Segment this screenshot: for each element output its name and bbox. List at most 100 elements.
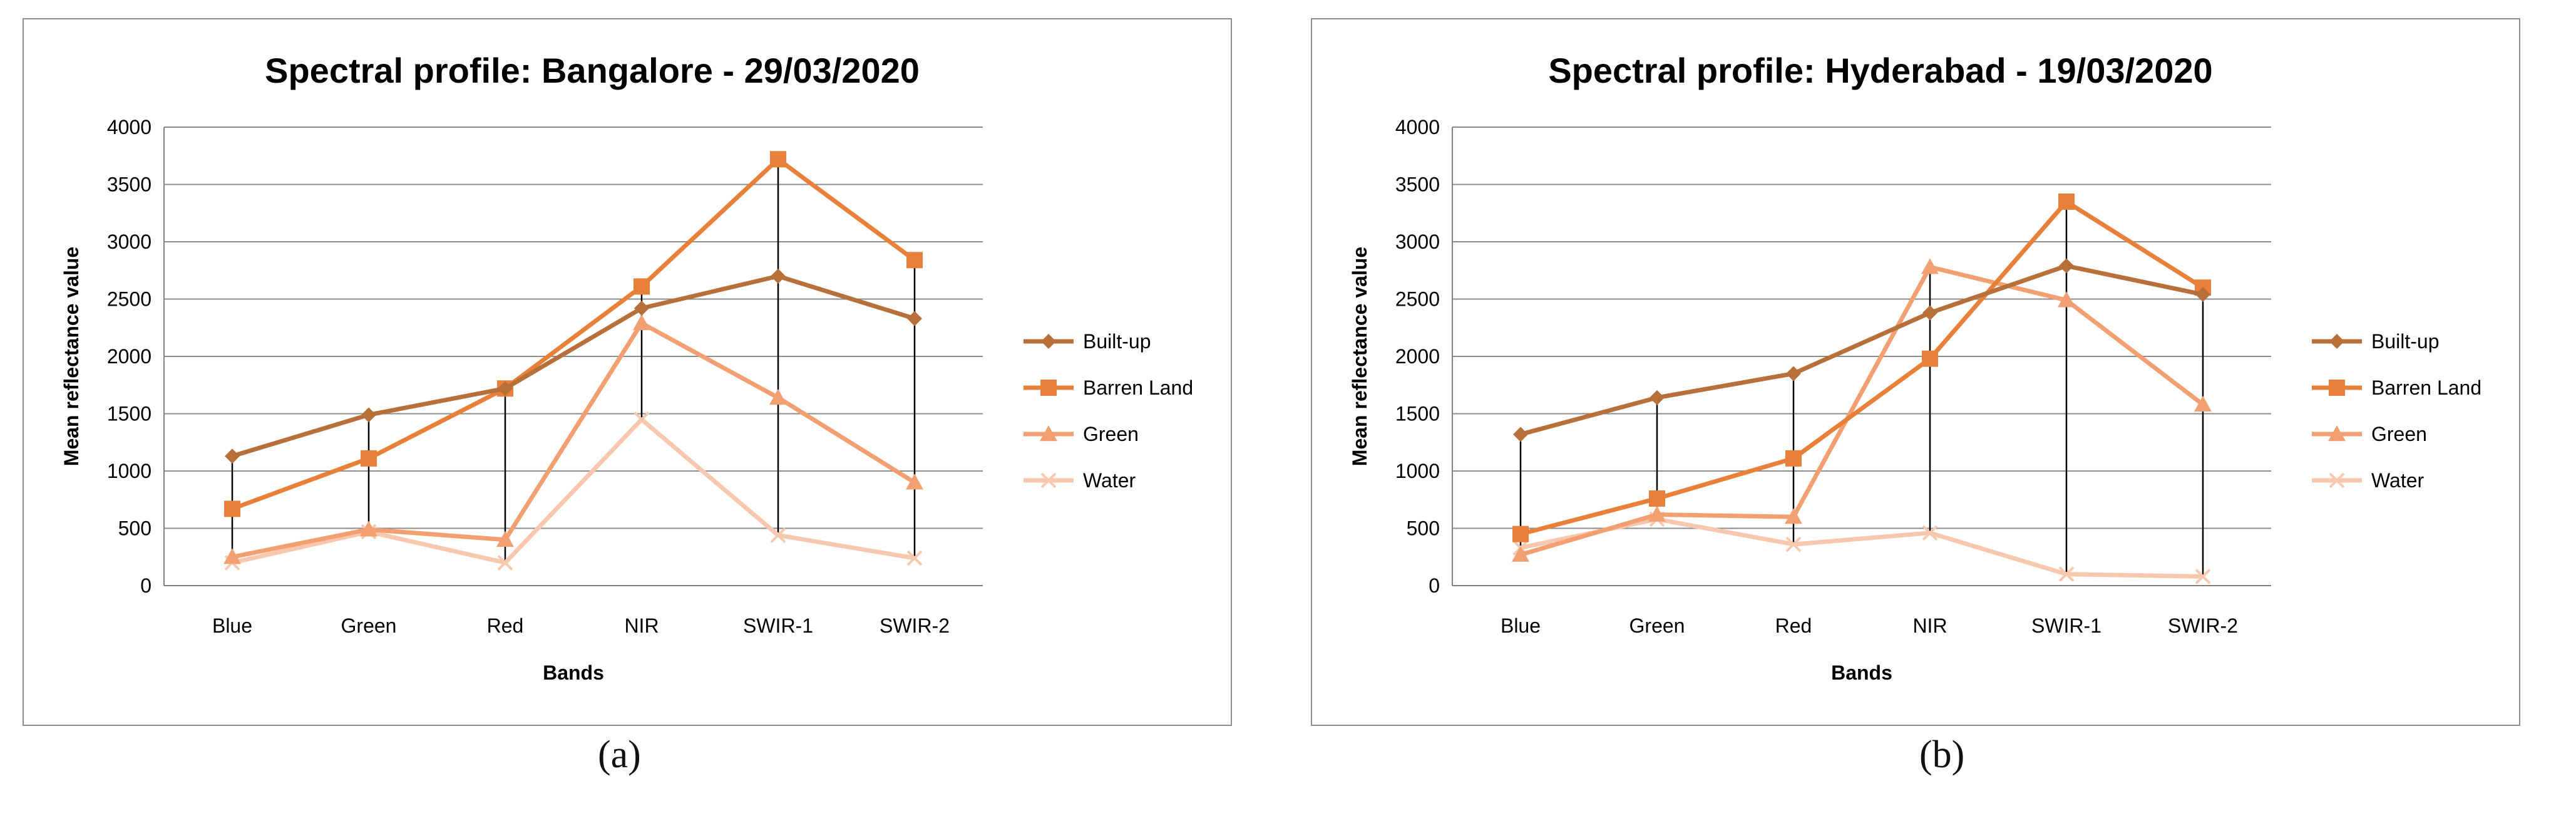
data-point: [633, 314, 650, 331]
legend-label: Barren Land: [2371, 376, 2481, 399]
data-point: [1648, 505, 1666, 522]
x-tick-label: Green: [341, 614, 397, 637]
x-tick-label: SWIR-2: [2168, 614, 2238, 637]
y-tick-label: 2000: [1395, 345, 1440, 368]
data-point: [224, 500, 240, 517]
legend: Built-up Barren Land Green Water: [2312, 330, 2481, 492]
x-tick-label: SWIR-2: [880, 614, 950, 637]
x-tick-label: NIR: [1912, 614, 1947, 637]
data-point: [770, 151, 786, 168]
y-tick-label: 1500: [107, 403, 151, 425]
y-tick-label: 0: [1429, 574, 1440, 597]
legend-marker: [1040, 380, 1057, 396]
data-point: [360, 520, 377, 537]
series-built-up: [225, 268, 922, 464]
x-tick-label: NIR: [624, 614, 659, 637]
data-point: [907, 311, 922, 326]
data-point: [1512, 526, 1529, 542]
data-point: [634, 301, 649, 316]
legend-label: Built-up: [1083, 330, 1151, 353]
legend-marker: [1040, 425, 1057, 442]
y-tick-label: 4000: [107, 116, 151, 138]
caption-b: (b): [1919, 733, 1965, 776]
data-point: [496, 531, 514, 547]
data-point: [634, 278, 650, 295]
y-tick-label: 2500: [107, 288, 151, 311]
y-axis-label: Mean reflectance value: [60, 247, 83, 466]
data-point: [2058, 193, 2075, 210]
legend-item: Built-up: [2312, 330, 2440, 353]
y-tick-label: 0: [140, 574, 151, 597]
series-line: [1520, 263, 2204, 437]
series-green: [223, 314, 923, 564]
series-line: [1520, 517, 2204, 579]
x-tick-label: Green: [1629, 614, 1685, 637]
series-line: [231, 274, 916, 458]
y-tick-label: 3000: [1395, 230, 1440, 253]
data-point: [1513, 427, 1528, 442]
series-built-up: [1513, 258, 2210, 442]
data-point: [770, 527, 786, 543]
data-point: [1922, 305, 1937, 321]
data-point: [498, 381, 513, 396]
data-point: [769, 388, 787, 405]
chart-panel-a: Spectral profile: Bangalore - 29/03/2020…: [23, 18, 1232, 776]
legend-marker: [2328, 425, 2346, 442]
series-line: [232, 417, 915, 565]
legend-item: Water: [1024, 469, 1136, 492]
y-tick-label: 500: [118, 517, 151, 540]
y-axis-label: Mean reflectance value: [1348, 247, 1371, 466]
chart-a: Spectral profile: Bangalore - 29/03/2020…: [23, 18, 1232, 726]
legend-marker: [1041, 334, 1056, 349]
series-barren-land: [1512, 193, 2211, 542]
legend-label: Green: [2371, 423, 2427, 445]
legend-marker: [2329, 472, 2345, 489]
x-tick-label: Blue: [212, 614, 252, 637]
legend-item: Built-up: [1024, 330, 1151, 353]
data-point: [2195, 287, 2210, 303]
legend-label: Built-up: [2371, 330, 2440, 353]
y-tick-label: 4000: [1395, 116, 1440, 138]
data-point: [1785, 450, 1802, 467]
data-point: [2058, 291, 2075, 308]
x-axis-label: Bands: [543, 661, 604, 684]
caption-a: (a): [598, 733, 641, 776]
x-axis-label: Bands: [1831, 661, 1892, 684]
data-point: [361, 407, 376, 423]
chart-b: Spectral profile: Hyderabad - 19/03/2020…: [1311, 18, 2520, 726]
data-point: [2195, 568, 2211, 584]
legend-item: Barren Land: [1024, 376, 1193, 399]
legend-label: Water: [2371, 469, 2425, 492]
y-tick-label: 1000: [1395, 460, 1440, 482]
data-point: [1922, 350, 1938, 367]
data-point: [906, 550, 923, 566]
data-point: [1512, 546, 1529, 562]
y-tick-label: 2500: [1395, 288, 1440, 311]
y-tick-label: 2000: [107, 345, 151, 368]
x-tick-label: SWIR-1: [743, 614, 813, 637]
data-point: [1921, 258, 1939, 274]
series-line: [232, 321, 916, 559]
data-point: [1785, 508, 1802, 524]
chart-frame: [1311, 18, 2520, 726]
legend-item: Water: [2312, 469, 2425, 492]
legend: Built-up Barren Land Green Water: [1024, 330, 1193, 492]
chart-title: Spectral profile: Bangalore - 29/03/2020: [265, 51, 920, 90]
y-tick-label: 3500: [1395, 173, 1440, 196]
y-tick-label: 1000: [107, 460, 151, 482]
data-point: [2059, 258, 2074, 274]
data-point: [2194, 395, 2212, 412]
y-tick-label: 3000: [107, 230, 151, 253]
data-point: [1650, 390, 1665, 405]
legend-label: Green: [1083, 423, 1139, 445]
legend-label: Water: [1083, 469, 1136, 492]
legend-item: Green: [1024, 423, 1139, 445]
chart-panel-b: Spectral profile: Hyderabad - 19/03/2020…: [1288, 0, 2576, 813]
data-point: [906, 474, 923, 490]
y-tick-label: 3500: [107, 173, 151, 196]
data-point: [2058, 566, 2075, 583]
legend-marker: [1040, 472, 1057, 489]
x-tick-label: Blue: [1501, 614, 1541, 637]
chart-frame: [23, 18, 1232, 726]
series-line: [1520, 264, 2205, 557]
